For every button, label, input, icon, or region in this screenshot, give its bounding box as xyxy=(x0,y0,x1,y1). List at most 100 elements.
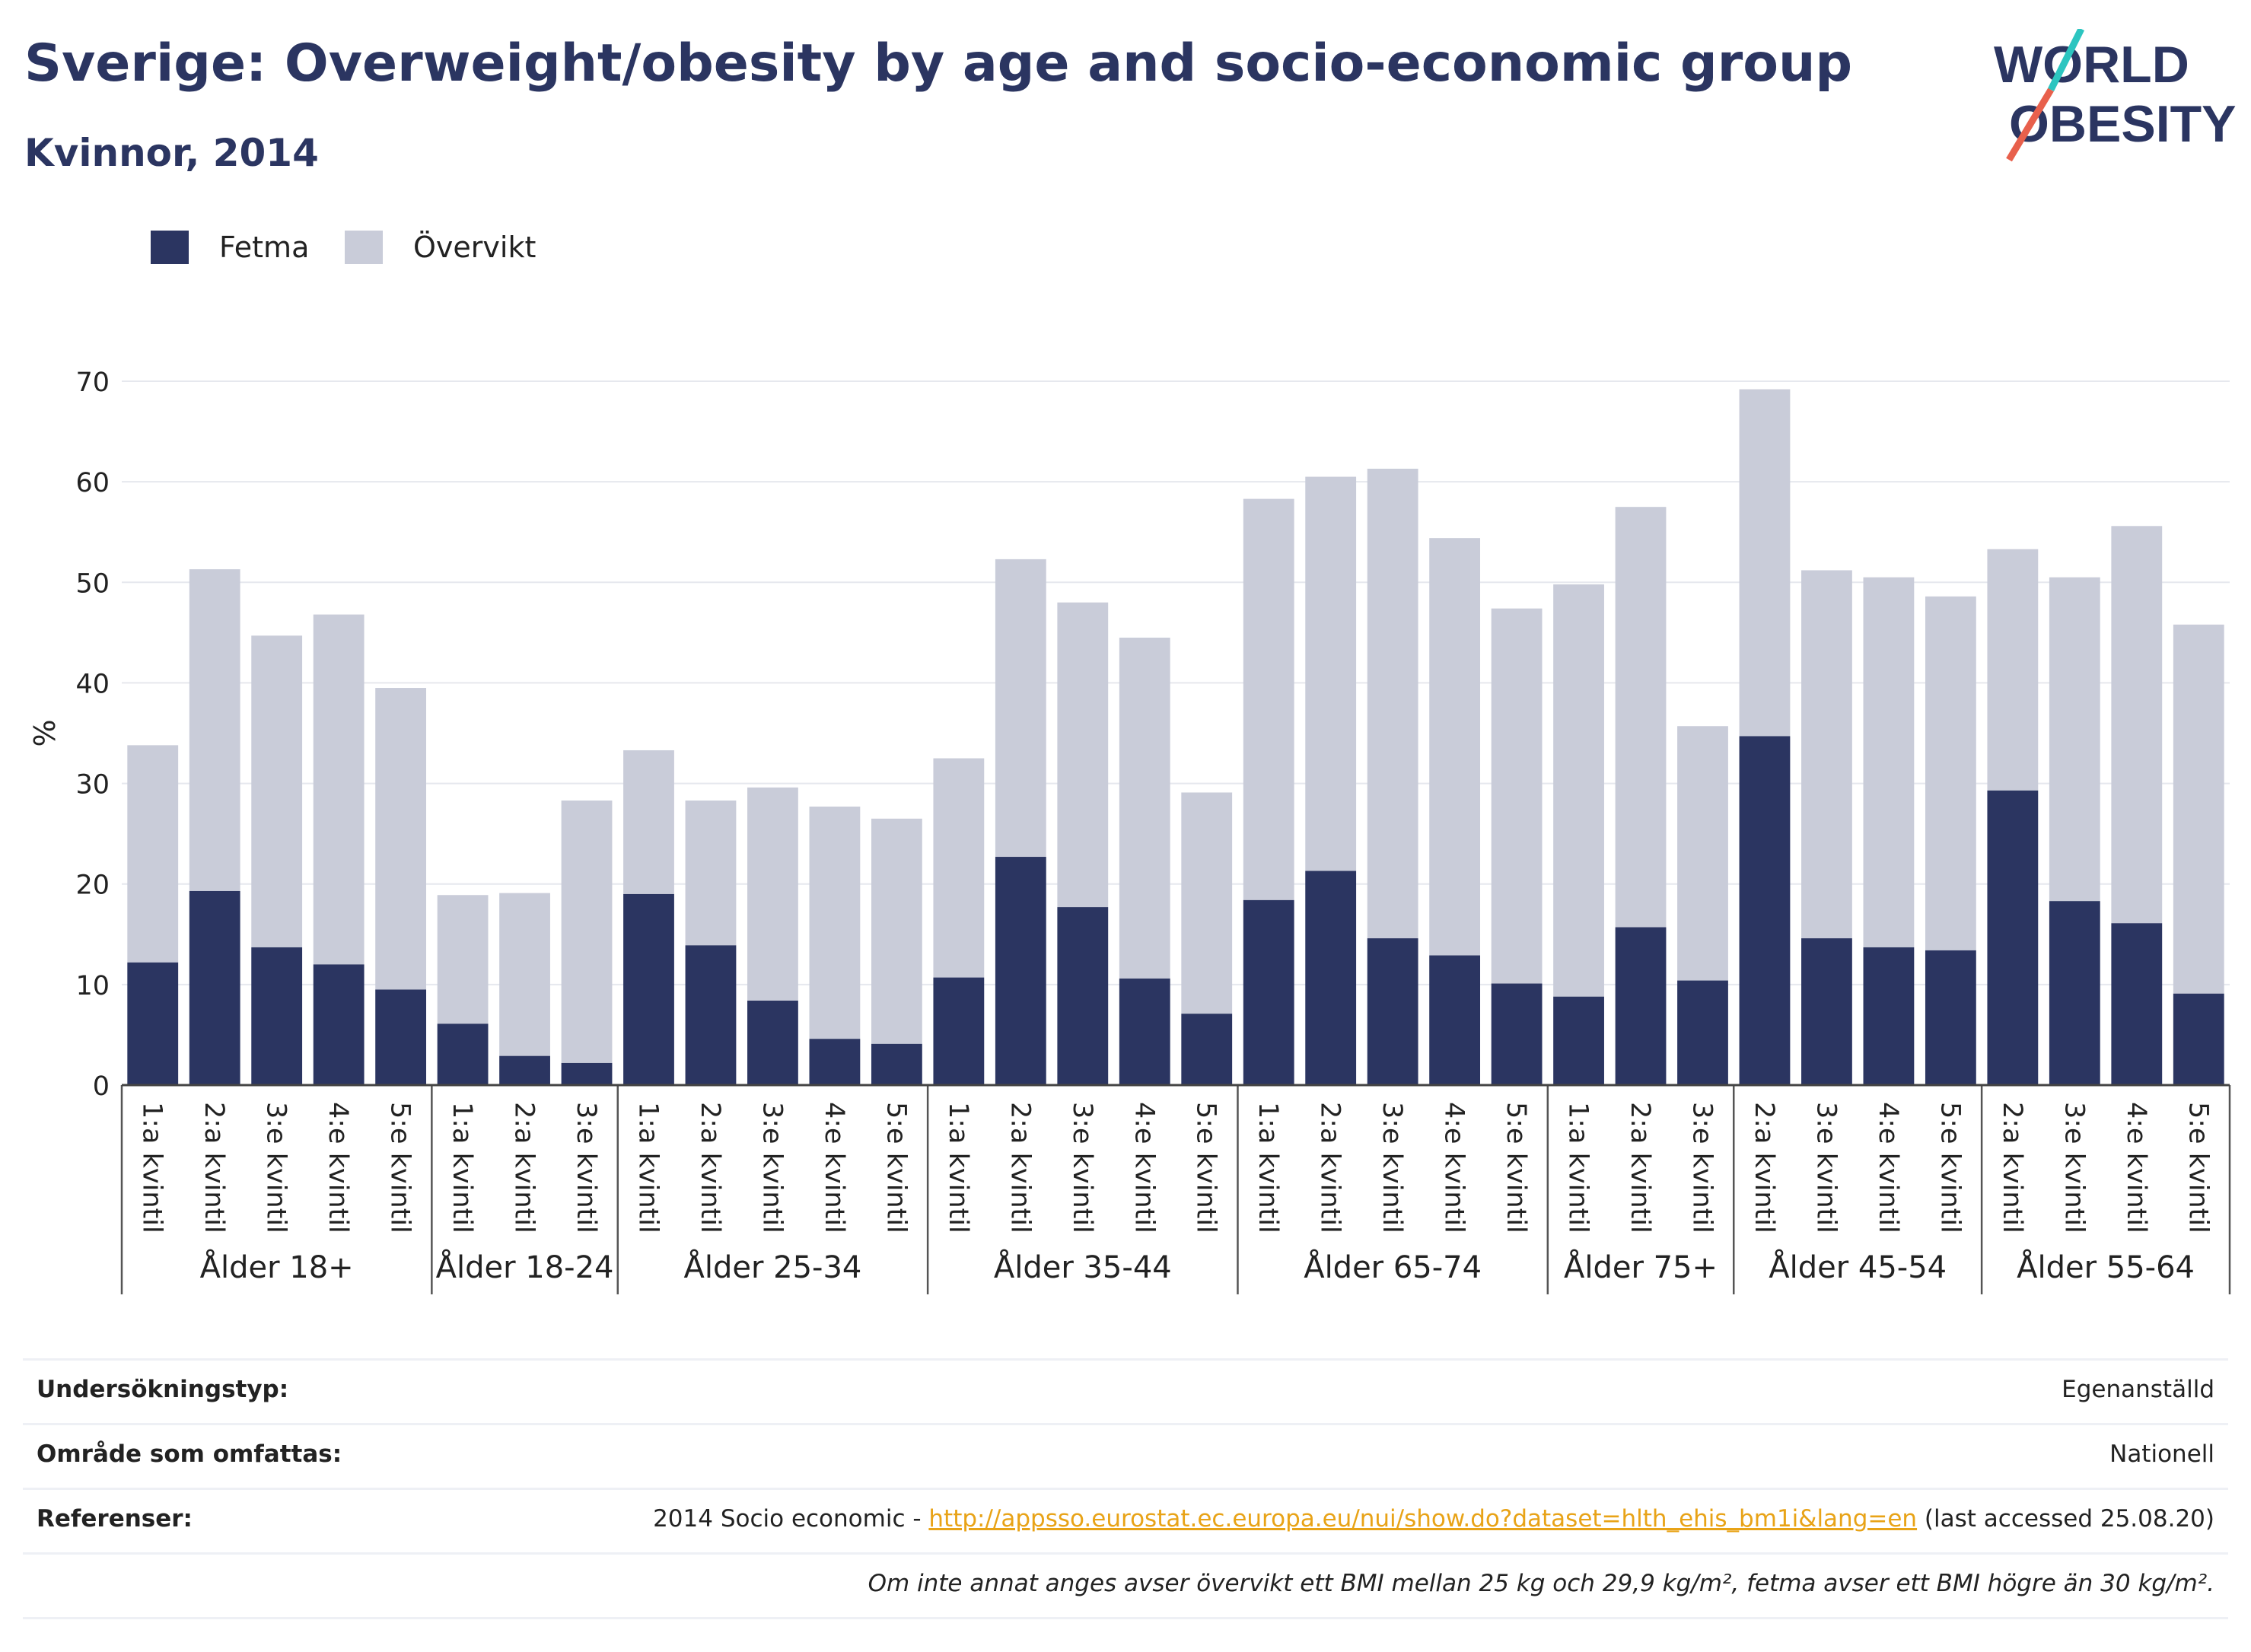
x-group-label: Ålder 35-44 xyxy=(994,1249,1172,1285)
chart-subtitle: Kvinnor, 2014 xyxy=(24,131,319,175)
bar-overvikt xyxy=(685,801,737,946)
bar-overvikt xyxy=(871,818,922,1044)
area-value: Nationell xyxy=(2109,1440,2214,1468)
x-category-label: 4:e kvintil xyxy=(819,1102,849,1233)
x-category-label: 2:a kvintil xyxy=(1005,1102,1035,1233)
references-label: Referenser: xyxy=(37,1505,193,1533)
x-category-label: 1:a kvintil xyxy=(1253,1102,1283,1233)
x-category-label: 1:a kvintil xyxy=(633,1102,664,1233)
y-tick-label: 40 xyxy=(75,669,110,699)
bar-fetma xyxy=(1429,955,1481,1085)
x-group-label: Ålder 18+ xyxy=(200,1249,354,1285)
bar-overvikt xyxy=(623,750,674,894)
logo-slash-top xyxy=(2047,29,2085,92)
bar-fetma xyxy=(1491,983,1543,1085)
x-category-label: 3:e kvintil xyxy=(1067,1102,1097,1233)
bar-fetma xyxy=(375,989,427,1085)
x-category-label: 3:e kvintil xyxy=(571,1102,601,1233)
bar-overvikt xyxy=(1181,792,1233,1014)
bar-overvikt xyxy=(127,745,179,963)
info-table: Undersökningstyp: Egenanställd Område so… xyxy=(23,1358,2228,1619)
definition-note: Om inte annat anges avser övervikt ett B… xyxy=(868,1570,2214,1597)
bar-overvikt xyxy=(1801,570,1852,939)
bar-overvikt xyxy=(251,635,303,947)
bar-fetma xyxy=(1863,947,1915,1085)
bar-overvikt xyxy=(2173,624,2224,994)
bar-overvikt xyxy=(995,559,1046,858)
bar-overvikt xyxy=(1305,476,1357,871)
bar-fetma xyxy=(995,857,1046,1085)
x-category-label: 2:a kvintil xyxy=(199,1102,229,1233)
bar-fetma xyxy=(1553,996,1604,1085)
y-tick-label: 70 xyxy=(75,368,110,398)
x-category-label: 3:e kvintil xyxy=(1377,1102,1407,1233)
info-row-references: Referenser: 2014 Socio economic - http:/… xyxy=(23,1488,2228,1552)
x-category-label: 2:a kvintil xyxy=(1315,1102,1345,1233)
x-category-label: 5:e kvintil xyxy=(1191,1102,1221,1233)
y-tick-label: 30 xyxy=(75,770,110,801)
x-category-label: 4:e kvintil xyxy=(323,1102,353,1233)
y-tick-label: 10 xyxy=(75,971,110,1001)
bar-fetma xyxy=(499,1055,550,1085)
bar-overvikt xyxy=(1863,577,1915,947)
x-group-label: Ålder 55-64 xyxy=(2017,1249,2195,1285)
bar-fetma xyxy=(1057,907,1109,1085)
x-category-label: 4:e kvintil xyxy=(1129,1102,1159,1233)
y-tick-label: 0 xyxy=(93,1071,110,1102)
x-category-label: 2:a kvintil xyxy=(1625,1102,1655,1233)
bar-fetma xyxy=(1739,736,1791,1085)
bar-overvikt xyxy=(313,614,365,965)
bar-fetma xyxy=(1367,938,1418,1085)
survey-type-value: Egenanställd xyxy=(2062,1376,2214,1403)
bar-overvikt xyxy=(375,688,427,990)
bar-overvikt xyxy=(809,806,861,1039)
bar-overvikt xyxy=(189,569,240,891)
legend-swatch-overvikt xyxy=(345,231,383,264)
bar-fetma xyxy=(1181,1014,1233,1085)
x-group-label: Ålder 75+ xyxy=(1564,1249,1718,1285)
x-category-label: 2:a kvintil xyxy=(1997,1102,2027,1233)
bar-overvikt xyxy=(1243,498,1294,900)
x-group-label: Ålder 65-74 xyxy=(1304,1249,1482,1285)
x-category-label: 3:e kvintil xyxy=(1810,1102,1841,1233)
bar-fetma xyxy=(1243,899,1294,1085)
x-group-label: Ålder 25-34 xyxy=(684,1249,862,1285)
bar-overvikt xyxy=(561,801,613,1063)
x-category-label: 2:a kvintil xyxy=(1749,1102,1779,1233)
y-tick-label: 20 xyxy=(75,871,110,901)
bar-overvikt xyxy=(747,787,798,1001)
bar-fetma xyxy=(1119,978,1170,1085)
bar-fetma xyxy=(2049,901,2100,1085)
legend-label-overvikt: Övervikt xyxy=(413,231,536,264)
reference-link[interactable]: http://appsso.eurostat.ec.europa.eu/nui/… xyxy=(928,1505,1918,1533)
logo-line-2: OBESITY xyxy=(2009,95,2237,153)
x-category-label: 5:e kvintil xyxy=(385,1102,415,1233)
x-category-label: 4:e kvintil xyxy=(2121,1102,2151,1233)
bar-fetma xyxy=(127,962,179,1085)
bar-overvikt xyxy=(1491,608,1543,984)
bar-fetma xyxy=(189,890,240,1085)
x-category-label: 1:a kvintil xyxy=(137,1102,167,1233)
y-tick-label: 50 xyxy=(75,568,110,599)
bar-fetma xyxy=(2111,923,2163,1085)
x-category-label: 4:e kvintil xyxy=(1439,1102,1469,1233)
x-category-label: 5:e kvintil xyxy=(2183,1102,2213,1233)
bar-fetma xyxy=(933,977,985,1085)
reference-suffix: (last accessed 25.08.20) xyxy=(1917,1505,2214,1533)
bar-chart: 0 10 20 30 40 50 60 70% 1:a kvintil 2:a kvintil 3:… xyxy=(28,368,2231,1294)
bar-fetma xyxy=(1987,790,2039,1085)
y-tick-label: 60 xyxy=(75,468,110,498)
bar-overvikt xyxy=(1677,726,1728,981)
bar-overvikt xyxy=(1987,549,2039,791)
x-category-label: 4:e kvintil xyxy=(1873,1102,1903,1233)
area-label: Område som omfattas: xyxy=(37,1440,342,1468)
bar-overvikt xyxy=(1057,602,1109,908)
x-category-label: 2:a kvintil xyxy=(695,1102,725,1233)
bar-fetma xyxy=(1305,871,1357,1085)
bar-fetma xyxy=(623,893,674,1085)
reference-prefix: 2014 Socio economic - xyxy=(653,1505,929,1533)
chart-title: Sverige: Overweight/obesity by age and s… xyxy=(24,33,1853,94)
bar-fetma xyxy=(1615,927,1667,1085)
info-row-survey: Undersökningstyp: Egenanställd xyxy=(23,1358,2228,1423)
bar-overvikt xyxy=(1925,596,1976,950)
